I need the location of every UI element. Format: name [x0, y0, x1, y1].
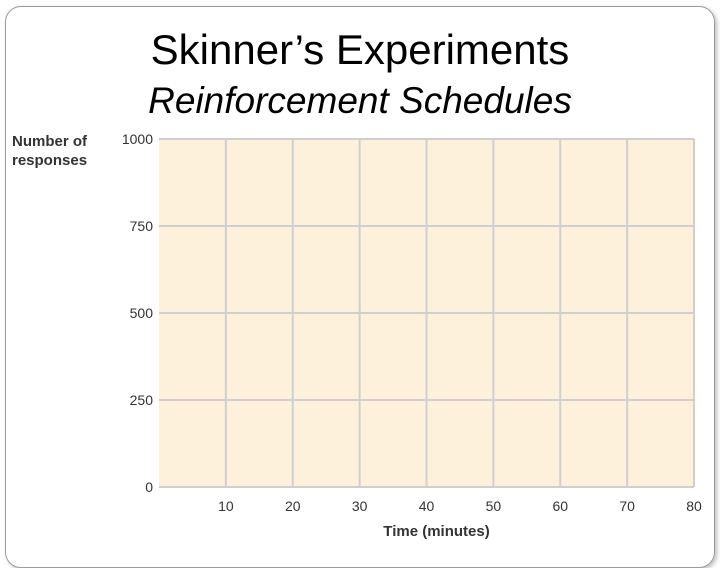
x-tick-label-40: 40 [419, 498, 435, 514]
y-axis-label-line-2: responses [12, 152, 88, 169]
y-axis-label-line-1: Number of [12, 133, 87, 150]
y-tick-label-500: 500 [130, 305, 154, 321]
y-tick-label-250: 250 [130, 392, 154, 408]
chart: 0 250 500 750 1000 10 20 30 40 50 60 70 80 Time (mi… [122, 131, 702, 540]
y-tick-label-750: 750 [130, 218, 154, 234]
x-tick-labels: 10 20 30 40 50 60 70 80 [218, 498, 702, 514]
y-tick-labels: 0 250 500 750 1000 [122, 131, 153, 495]
x-tick-label-60: 60 [552, 498, 568, 514]
x-tick-label-50: 50 [486, 498, 502, 514]
x-tick-label-10: 10 [218, 498, 234, 514]
x-tick-label-80: 80 [686, 498, 702, 514]
x-tick-label-30: 30 [352, 498, 368, 514]
slide-subtitle: Reinforcement Schedules [148, 80, 572, 121]
x-tick-label-70: 70 [619, 498, 635, 514]
grid-lines [159, 138, 695, 488]
y-tick-label-1000: 1000 [122, 131, 153, 147]
x-axis-label: Time (minutes) [383, 523, 489, 540]
x-tick-label-20: 20 [285, 498, 301, 514]
y-axis-label: Number of responses [12, 132, 87, 170]
y-tick-label-0: 0 [145, 479, 153, 495]
slide-title: Skinner’s Experiments [150, 26, 570, 73]
